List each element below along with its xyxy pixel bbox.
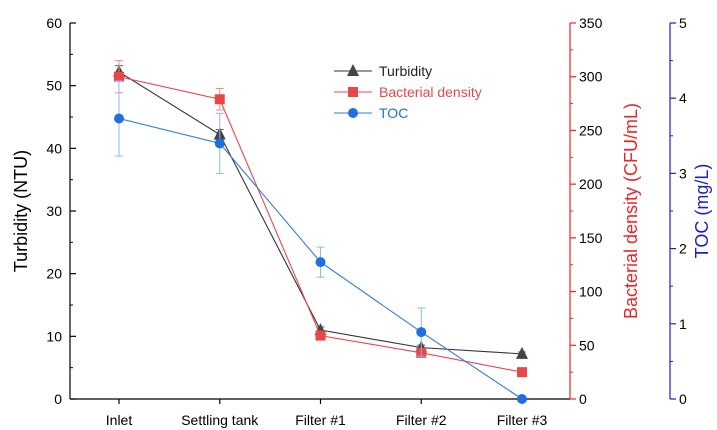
left-axis-tick-label: 60 (46, 15, 62, 31)
right-axis-1-tick-label: 350 (579, 15, 603, 31)
left-axis-tick-label: 50 (46, 78, 62, 94)
legend-label-bacterial-density: Bacterial density (379, 84, 482, 100)
legend-marker-turbidity (347, 64, 359, 76)
legend-marker-bacterial-density (348, 87, 358, 97)
right-axis-2-tick-label: 5 (679, 15, 687, 31)
right-axis-2-tick-label: 0 (679, 391, 687, 407)
data-point-turbidity (516, 346, 528, 359)
right-axis-1-tick-label: 250 (579, 122, 603, 138)
data-point-toc (416, 327, 427, 338)
left-axis-tick-label: 0 (54, 391, 62, 407)
data-point-bacterial-density (214, 94, 225, 105)
right-axis-2-tick-label: 2 (679, 241, 687, 257)
right-axis-2-tick-label: 3 (679, 165, 687, 181)
data-point-bacterial-density (114, 71, 124, 82)
right-axis-1-tick-label: 300 (579, 69, 603, 85)
series-toc (114, 80, 527, 404)
data-point-bacterial-density (315, 330, 326, 341)
data-point-toc (114, 113, 124, 124)
left-axis-tick-label: 10 (46, 328, 62, 344)
x-axis-tick-label: Filter #3 (497, 412, 548, 428)
right-axis-1-tick-label: 150 (579, 230, 603, 246)
legend-label-turbidity: Turbidity (379, 63, 432, 79)
series-turbidity (113, 64, 528, 359)
series-layer (113, 60, 528, 404)
data-point-toc (517, 394, 527, 404)
legend: Turbidity Bacterial density TOC (334, 63, 482, 121)
right-axis-1-tick-label: 200 (579, 176, 603, 192)
right-axis-2-tick-label: 4 (679, 90, 687, 106)
legend-marker-toc (348, 108, 358, 118)
left-axis-title: Turbidity (NTU) (11, 150, 31, 272)
right-axis-2-title: TOC (mg/L) (692, 164, 712, 259)
data-point-bacterial-density (517, 367, 527, 378)
right-axis-1-tick-label: 50 (579, 337, 595, 353)
series-line-turbidity (118, 71, 523, 355)
data-point-toc (315, 257, 326, 268)
legend-label-toc: TOC (379, 105, 408, 121)
left-axis-tick-label: 20 (46, 266, 62, 282)
left-axis-tick-label: 40 (46, 140, 62, 156)
x-axis-tick-label: Inlet (106, 412, 133, 428)
right-axis-2-tick-label: 1 (679, 316, 687, 332)
x-axis-tick-label: Filter #2 (396, 412, 447, 428)
left-axis-tick-label: 30 (46, 203, 62, 219)
right-axis-1-tick-label: 100 (579, 284, 603, 300)
x-axis-tick-label: Filter #1 (295, 412, 346, 428)
right-axis-1-tick-label: 0 (579, 391, 587, 407)
x-axis-tick-label: Settling tank (181, 412, 259, 428)
right-axis-1-title: Bacterial density (CFU/mL) (621, 103, 641, 319)
data-point-toc (214, 138, 225, 149)
